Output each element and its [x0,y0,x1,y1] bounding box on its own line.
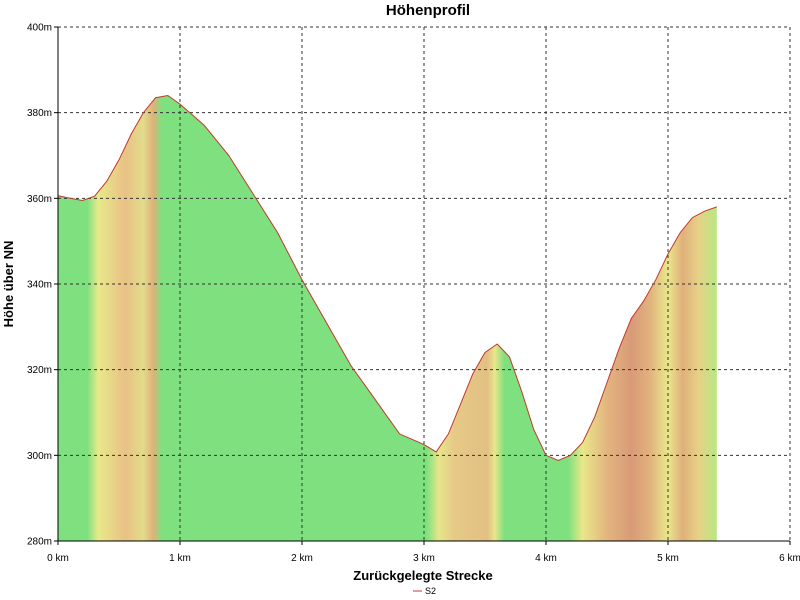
line-layer [57,94,717,462]
y-tick-label: 360m [27,194,52,205]
x-tick-label: 4 km [535,553,557,564]
x-tick-label: 6 km [779,553,800,564]
x-tick-label: 5 km [657,553,679,564]
tick-labels: 0 km 1 km 2 km 3 km 4 km 5 km 6 km 280m 300m 320m… [27,23,800,565]
legend-label-s2: S2 [425,586,436,596]
x-tick-label: 2 km [291,553,313,564]
y-tick-label: 380m [27,108,52,119]
legend: S2 [413,586,436,596]
x-tick-label: 0 km [47,553,69,564]
y-tick-label: 300m [27,451,52,462]
y-tick-label: 340m [27,280,52,291]
x-tick-label: 3 km [413,553,435,564]
y-tick-label: 320m [27,365,52,376]
y-tick-label: 400m [27,23,52,34]
area-layer [58,95,717,541]
y-axis-label: Höhe über NN [1,241,16,328]
series-line-s2 [57,94,717,462]
series-area-s2 [58,95,717,541]
x-tick-label: 1 km [169,553,191,564]
chart-title: Höhenprofil [386,2,470,19]
y-tick-label: 280m [27,537,52,548]
x-axis-label: Zurückgelegte Strecke [353,568,492,583]
